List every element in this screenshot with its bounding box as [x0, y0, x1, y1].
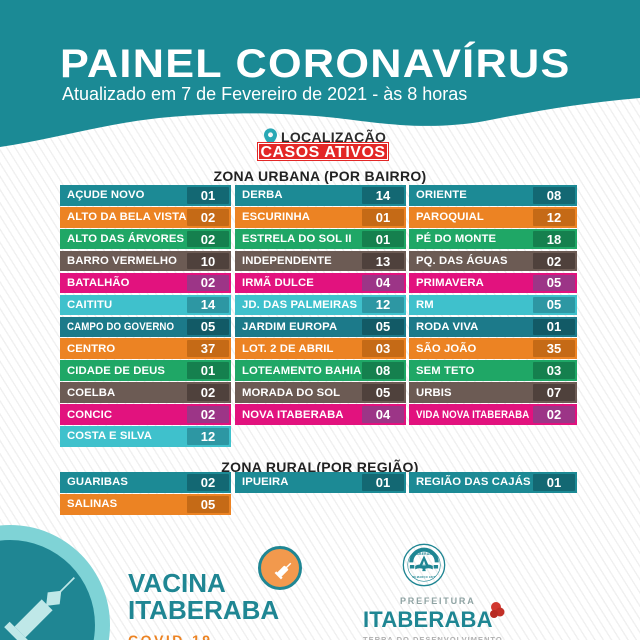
svg-text:ITABERABA: ITABERABA	[413, 552, 435, 556]
svg-text:28 MARÇO 1877: 28 MARÇO 1877	[413, 575, 436, 579]
